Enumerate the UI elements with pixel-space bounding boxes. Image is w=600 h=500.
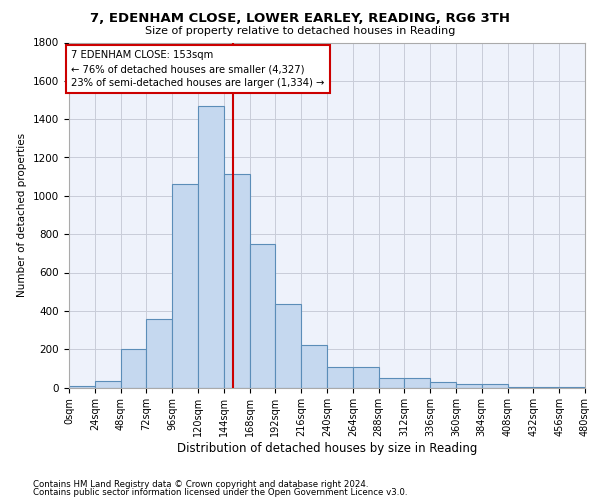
Bar	[327, 367, 353, 388]
Bar	[172, 184, 198, 388]
Bar	[456, 384, 482, 388]
Bar	[146, 320, 172, 388]
Text: Contains public sector information licensed under the Open Government Licence v3: Contains public sector information licen…	[33, 488, 407, 497]
Bar	[353, 367, 379, 388]
Bar	[301, 346, 327, 388]
Text: 7 EDENHAM CLOSE: 153sqm
← 76% of detached houses are smaller (4,327)
23% of semi: 7 EDENHAM CLOSE: 153sqm ← 76% of detache…	[71, 50, 325, 88]
Bar	[430, 382, 456, 388]
Bar	[198, 106, 224, 388]
Bar	[69, 386, 95, 388]
Bar	[379, 378, 404, 388]
Bar	[404, 378, 430, 388]
Bar	[95, 381, 121, 388]
Y-axis label: Number of detached properties: Number of detached properties	[17, 133, 28, 297]
X-axis label: Distribution of detached houses by size in Reading: Distribution of detached houses by size …	[177, 442, 477, 455]
Bar	[121, 349, 146, 388]
Bar	[275, 304, 301, 388]
Bar	[250, 244, 275, 388]
Bar	[482, 384, 508, 388]
Text: Contains HM Land Registry data © Crown copyright and database right 2024.: Contains HM Land Registry data © Crown c…	[33, 480, 368, 489]
Text: Size of property relative to detached houses in Reading: Size of property relative to detached ho…	[145, 26, 455, 36]
Bar	[224, 174, 250, 388]
Text: 7, EDENHAM CLOSE, LOWER EARLEY, READING, RG6 3TH: 7, EDENHAM CLOSE, LOWER EARLEY, READING,…	[90, 12, 510, 26]
Bar	[508, 386, 533, 388]
